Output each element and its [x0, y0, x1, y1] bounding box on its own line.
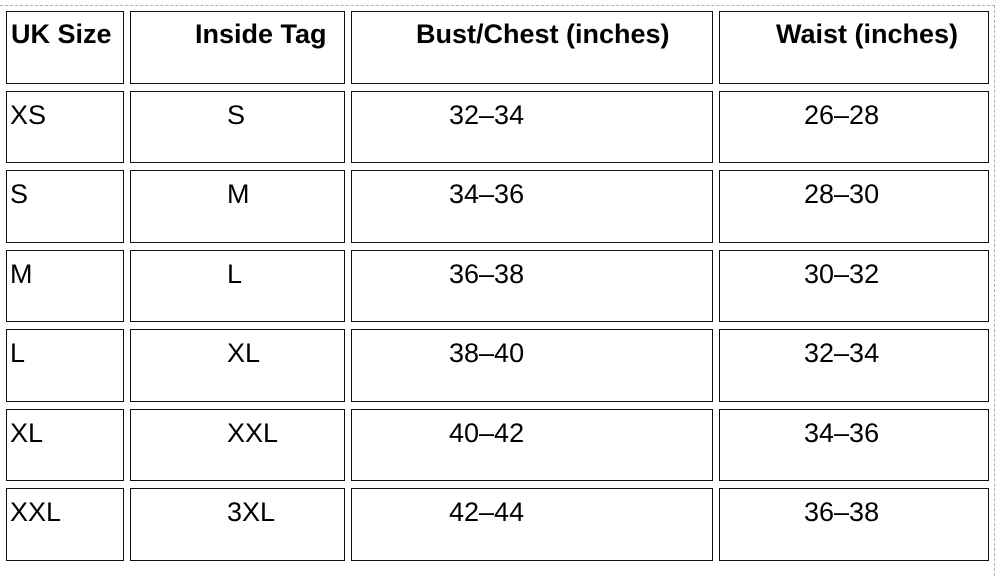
- cell-text: L: [10, 338, 26, 368]
- cell-text: 38–40: [449, 338, 525, 368]
- cell-text: 40–42: [449, 418, 525, 448]
- cell-text: 26–28: [804, 100, 880, 130]
- table-cell-waist[interactable]: 28–30: [719, 170, 989, 243]
- header-label: UK Size: [11, 19, 112, 49]
- header-label: Bust/Chest (inches): [416, 19, 670, 49]
- table-cell-uk-size[interactable]: S: [6, 170, 124, 243]
- cell-text: XL: [10, 418, 44, 448]
- header-cell-inside-tag[interactable]: Inside Tag: [130, 11, 345, 84]
- table-cell-inside-tag[interactable]: S: [130, 91, 345, 163]
- cell-text: M: [10, 259, 33, 289]
- cell-text: S: [10, 179, 29, 209]
- cell-text: 42–44: [449, 497, 525, 527]
- table-cell-waist[interactable]: 34–36: [719, 409, 989, 481]
- page-boundary: [0, 5, 995, 576]
- table-cell-inside-tag[interactable]: XL: [130, 329, 345, 402]
- table-cell-uk-size[interactable]: XL: [6, 409, 124, 481]
- cell-text: L: [227, 259, 243, 289]
- cell-text: S: [227, 100, 246, 130]
- table-cell-waist[interactable]: 26–28: [719, 91, 989, 163]
- table-cell-inside-tag[interactable]: M: [130, 170, 345, 243]
- cell-text: 36–38: [449, 259, 525, 289]
- table-cell-inside-tag[interactable]: XXL: [130, 409, 345, 481]
- cell-text: 32–34: [804, 338, 880, 368]
- header-label: Waist (inches): [776, 19, 959, 49]
- table-cell-waist[interactable]: 36–38: [719, 488, 989, 561]
- table-cell-uk-size[interactable]: L: [6, 329, 124, 402]
- cell-text: 34–36: [804, 418, 880, 448]
- cell-text: 3XL: [227, 497, 276, 527]
- cell-text: 32–34: [449, 100, 525, 130]
- header-label: Inside Tag: [195, 19, 327, 49]
- cell-text: XS: [10, 100, 47, 130]
- table-cell-bust-chest[interactable]: 36–38: [351, 250, 713, 322]
- table-cell-uk-size[interactable]: XXL: [6, 488, 124, 561]
- table-cell-uk-size[interactable]: M: [6, 250, 124, 322]
- table-cell-bust-chest[interactable]: 40–42: [351, 409, 713, 481]
- header-cell-waist[interactable]: Waist (inches): [719, 11, 989, 84]
- table-cell-inside-tag[interactable]: 3XL: [130, 488, 345, 561]
- header-cell-uk-size[interactable]: UK Size: [6, 11, 124, 84]
- cell-text: XXL: [227, 418, 279, 448]
- cell-text: XL: [227, 338, 261, 368]
- table-cell-waist[interactable]: 32–34: [719, 329, 989, 402]
- table-cell-inside-tag[interactable]: L: [130, 250, 345, 322]
- table-cell-waist[interactable]: 30–32: [719, 250, 989, 322]
- cell-text: 30–32: [804, 259, 880, 289]
- cell-text: M: [227, 179, 250, 209]
- cell-text: 34–36: [449, 179, 525, 209]
- cell-text: XXL: [10, 497, 62, 527]
- header-cell-bust-chest[interactable]: Bust/Chest (inches): [351, 11, 713, 84]
- table-cell-bust-chest[interactable]: 38–40: [351, 329, 713, 402]
- cell-text: 36–38: [804, 497, 880, 527]
- table-cell-bust-chest[interactable]: 34–36: [351, 170, 713, 243]
- cell-text: 28–30: [804, 179, 880, 209]
- table-cell-bust-chest[interactable]: 32–34: [351, 91, 713, 163]
- table-cell-uk-size[interactable]: XS: [6, 91, 124, 163]
- table-cell-bust-chest[interactable]: 42–44: [351, 488, 713, 561]
